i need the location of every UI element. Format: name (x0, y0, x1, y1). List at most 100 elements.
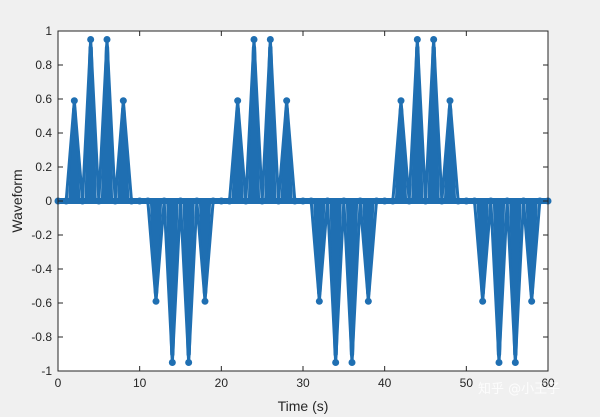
waveform-point (536, 197, 544, 205)
waveform-burst (329, 201, 342, 363)
waveform-point (462, 197, 470, 205)
waveform-burst (525, 201, 538, 302)
waveform-burst (411, 39, 424, 201)
waveform-burst (492, 201, 506, 363)
waveform-burst (362, 201, 375, 302)
y-tick-label: -0.8 (31, 330, 52, 344)
x-tick-label: 10 (133, 376, 147, 390)
waveform-point (266, 36, 274, 43)
waveform-point (119, 97, 127, 105)
waveform-point (87, 36, 95, 43)
waveform-point (405, 197, 413, 205)
waveform-point (381, 197, 389, 205)
waveform-point (315, 297, 323, 305)
waveform-point (373, 197, 380, 205)
waveform-point (111, 197, 119, 205)
waveform-point (495, 359, 503, 366)
waveform-burst (247, 39, 261, 201)
waveform-burst (443, 100, 457, 201)
waveform-burst (264, 39, 277, 201)
waveform-point (487, 197, 495, 205)
waveform-point (389, 197, 397, 205)
waveform-burst (427, 39, 440, 201)
y-tick-label: 0.4 (35, 126, 52, 140)
waveform-point (62, 197, 70, 205)
y-tick-label: -0.6 (31, 296, 52, 310)
waveform-point (520, 197, 527, 205)
waveform-burst (68, 100, 81, 201)
waveform-point (413, 36, 421, 43)
y-tick-label: 1 (45, 24, 52, 38)
waveform-burst (345, 201, 359, 363)
waveform-point (446, 97, 454, 105)
waveform-point (438, 197, 446, 205)
waveform-point (234, 97, 242, 105)
y-tick-label: 0 (45, 194, 52, 208)
waveform-point (103, 36, 111, 43)
waveform-burst (313, 201, 326, 302)
x-tick-label: 0 (55, 376, 62, 390)
waveform-burst (231, 100, 244, 201)
waveform-point (340, 197, 348, 205)
waveform-point (324, 197, 331, 205)
waveform-point (136, 197, 144, 205)
y-tick-label: -1 (41, 364, 52, 378)
y-tick-label: 0.6 (35, 92, 52, 106)
x-tick-label: 30 (296, 376, 310, 390)
waveform-point (348, 359, 356, 366)
waveform-point (144, 197, 152, 205)
x-axis-ticks: 0 10 20 30 40 50 60 (55, 31, 555, 390)
waveform-point (242, 197, 250, 205)
waveform-point (430, 36, 438, 43)
waveform-burst (166, 201, 179, 363)
waveform-bursts (68, 39, 538, 363)
waveform-point (168, 359, 176, 366)
waveform-point (307, 197, 315, 205)
waveform-point (299, 197, 307, 205)
y-tick-label: 0.2 (35, 160, 52, 174)
y-tick-label: -0.4 (31, 262, 52, 276)
waveform-point (70, 97, 78, 105)
waveform-burst (394, 100, 408, 201)
waveform-point (422, 197, 429, 205)
waveform-point (511, 359, 519, 366)
waveform-point (226, 197, 233, 205)
waveform-series (54, 36, 552, 366)
waveform-point (528, 297, 536, 305)
waveform-point (160, 197, 168, 205)
waveform-point (201, 297, 209, 305)
x-tick-label: 60 (541, 376, 555, 390)
waveform-point (397, 97, 405, 105)
waveform-point (454, 197, 462, 205)
x-tick-label: 50 (460, 376, 474, 390)
waveform-burst (182, 201, 195, 363)
waveform-burst (280, 100, 293, 201)
y-axis-ticks: -1 -0.8 -0.6 -0.4 -0.2 0 0.2 0.4 0.6 0.8 1 (31, 24, 548, 378)
waveform-point (471, 197, 478, 205)
waveform-burst (117, 100, 130, 201)
waveform-point (503, 197, 511, 205)
x-tick-label: 20 (215, 376, 229, 390)
waveform-point (128, 197, 135, 205)
waveform-point (364, 297, 372, 305)
waveform-burst (476, 201, 489, 302)
waveform-point (291, 197, 299, 205)
waveform-point (79, 197, 86, 205)
waveform-point (152, 297, 160, 305)
y-axis-title: Waveform (9, 169, 25, 232)
waveform-point (283, 97, 291, 105)
waveform-point (275, 197, 282, 205)
waveform-point (250, 36, 258, 43)
waveform-point (258, 197, 266, 205)
waveform-burst (149, 201, 163, 302)
waveform-point (193, 197, 201, 205)
waveform-point (209, 197, 217, 205)
waveform-point (332, 359, 340, 366)
waveform-burst (84, 39, 97, 201)
waveform-point (479, 297, 487, 305)
y-tick-label: -0.2 (31, 228, 52, 242)
waveform-burst (198, 201, 212, 302)
watermark: 知乎 @小王子 (478, 381, 560, 397)
waveform-point (217, 197, 225, 205)
